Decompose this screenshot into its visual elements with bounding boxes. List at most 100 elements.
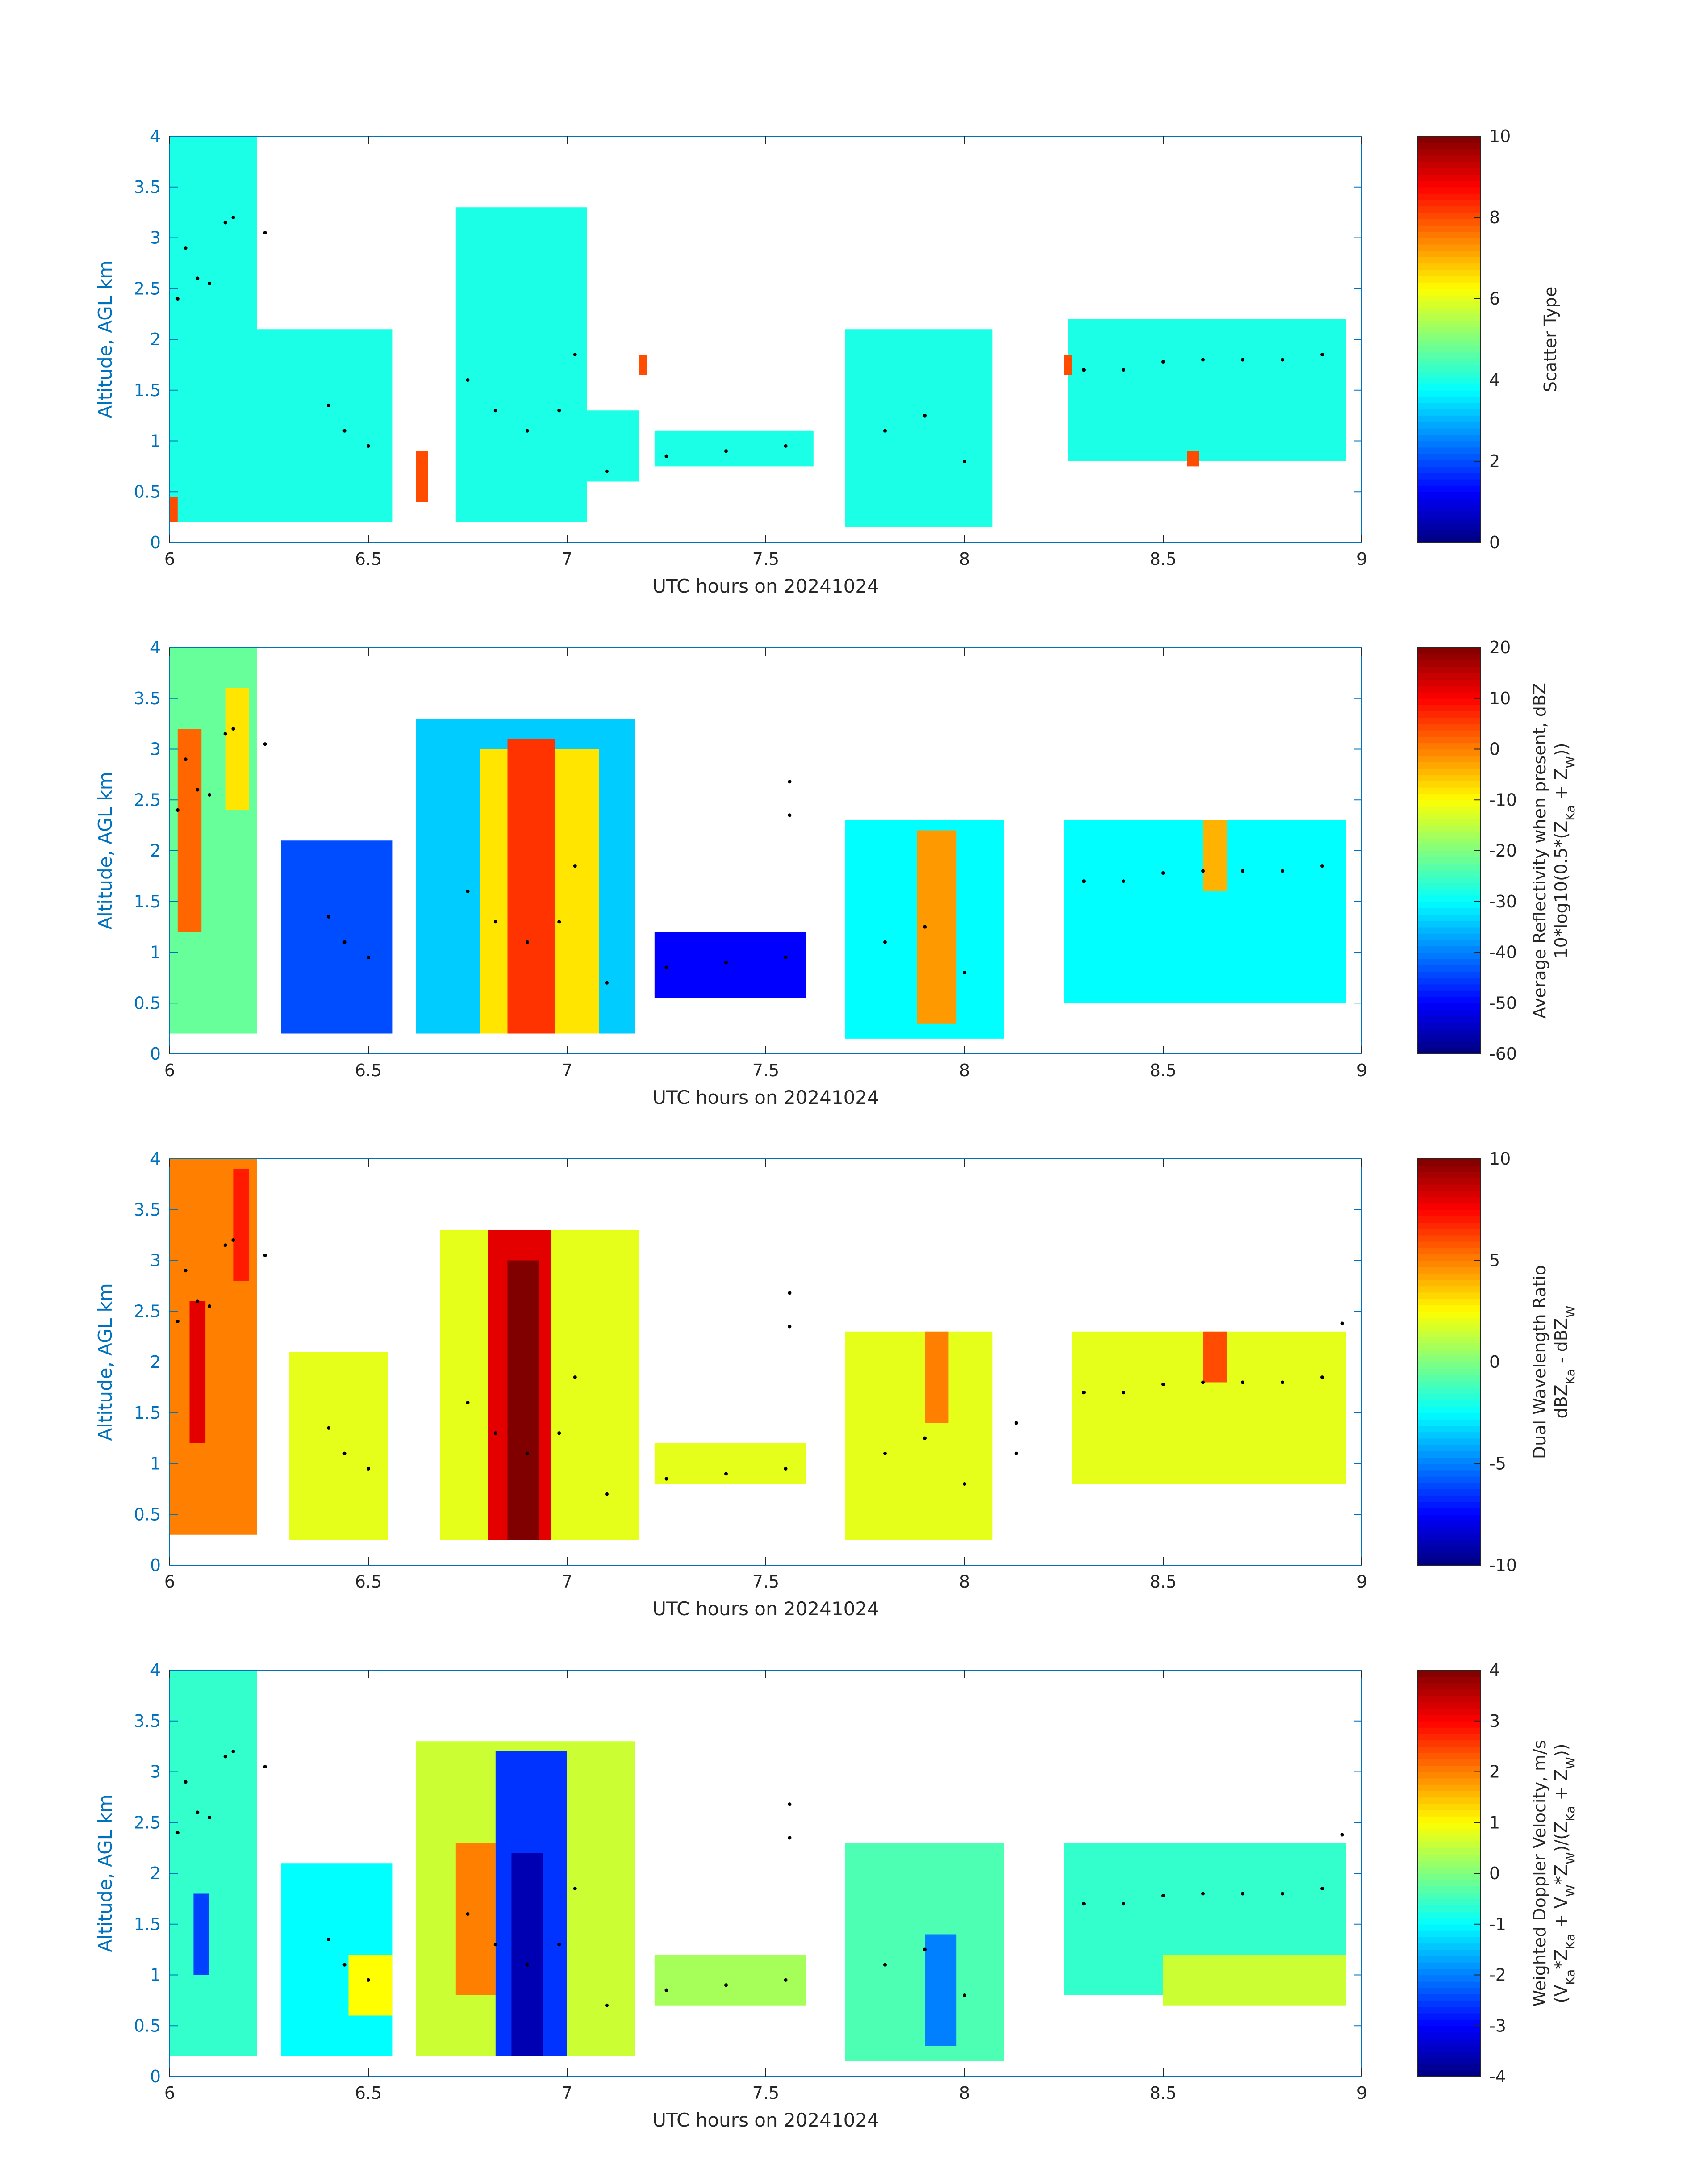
colorbar-segment [1418,1489,1480,1496]
panel-4: 6 6.5 7 7.5 8 8.5 9 0 0.5 1 1.5 2 2.5 3 3.5 4 UTC hours … [94,1660,1578,2131]
heatmap-region-2 [193,1894,209,1975]
colorbar-label: 10*log10(0.5*(ZKa + ZW)) [1551,743,1578,958]
colorbar-segment [1418,505,1480,511]
colorbar-segment [1418,660,1480,667]
colorbar-segment [1418,403,1480,409]
scatter-point [466,890,470,893]
scatter-point [466,1401,470,1404]
colorbar-segment [1418,1496,1480,1502]
y-tick-label: 1.5 [134,1403,161,1423]
colorbar-segment [1418,371,1480,378]
colorbar-segment [1418,428,1480,435]
scatter-point [1320,864,1324,868]
scatter-point [784,956,788,959]
colorbar-label: Weighted Doppler Velocity, m/s [1530,1740,1549,2006]
colorbar-segment [1418,1191,1480,1197]
scatter-point [788,1325,791,1328]
colorbar-label: Average Reflectivity when present, dBZ [1530,683,1549,1019]
colorbar-segment [1418,927,1480,934]
colorbar-segment [1418,1905,1480,1912]
colorbar-tick-label: -3 [1489,2016,1506,2035]
colorbar-segment [1418,762,1480,769]
x-axis-label: UTC hours on 20241024 [652,2109,879,2131]
colorbar-segment [1418,1203,1480,1210]
scatter-point [724,961,728,964]
colorbar-segment [1418,1534,1480,1540]
colorbar-segment [1418,889,1480,895]
scatter-point [724,1983,728,1987]
scatter-point [184,757,188,761]
heatmap-region-13 [1163,1955,1346,2006]
heatmap-region-2 [190,1301,206,1444]
colorbar-segment [1418,1994,1480,2001]
y-tick-label: 1 [150,1965,161,1985]
colorbar-segment [1418,1445,1480,1451]
colorbar-segment [1418,1267,1480,1274]
colorbar-segment [1418,1350,1480,1356]
colorbar-segment [1418,1765,1480,1772]
colorbar-segment [1418,679,1480,686]
x-tick-label: 6.5 [355,2083,382,2103]
colorbar-segment [1418,1873,1480,1880]
x-tick-label: 6 [164,1061,175,1080]
scatter-point [1201,1381,1205,1384]
colorbar-segment [1418,1483,1480,1489]
colorbar-segment [1418,857,1480,864]
x-tick-label: 8 [959,1572,970,1592]
colorbar-segment [1418,219,1480,226]
colorbar-label: Dual Wavelength Ratio [1530,1265,1549,1459]
heatmap-region-11 [925,1935,956,2046]
colorbar-segment [1418,825,1480,832]
colorbar-segment [1418,1254,1480,1261]
scatter-point [665,1477,668,1481]
colorbar-tick-label: -4 [1489,2067,1506,2086]
y-tick-label: 2.5 [134,790,161,810]
scatter-point [1122,879,1125,883]
y-tick-label: 4 [150,1660,161,1680]
scatter-point [224,1243,227,1247]
scatter-point [1281,1892,1284,1896]
colorbar-segment [1418,320,1480,327]
colorbar-segment [1418,1689,1480,1696]
scatter-point [1122,1902,1125,1905]
colorbar-segment [1418,530,1480,537]
colorbar-segment [1418,1413,1480,1420]
y-tick-label: 2.5 [134,1813,161,1832]
colorbar-segment [1418,1311,1480,1318]
heatmap-region-5 [655,431,814,467]
scatter-point [1241,869,1244,873]
colorbar-segment [1418,1854,1480,1861]
colorbar-segment [1418,225,1480,232]
colorbar-segment [1418,231,1480,238]
scatter-point [1341,1833,1344,1837]
colorbar-segment [1418,1016,1480,1023]
colorbar-segment [1418,756,1480,762]
y-tick-label: 3 [150,740,161,759]
scatter-point [1082,1902,1086,1905]
colorbar-segment [1418,1527,1480,1534]
colorbar-tick-label: -40 [1489,943,1517,962]
scatter-point [923,1948,927,1951]
colorbar-segment [1418,1540,1480,1546]
colorbar-segment [1418,485,1480,492]
scatter-point [883,1963,887,1967]
y-tick-label: 2 [150,330,161,349]
scatter-point [1122,1391,1125,1394]
heatmap-region-10 [917,831,956,1024]
colorbar-segment [1418,1918,1480,1925]
scatter-point [367,956,370,959]
colorbar-tick-label: 0 [1489,533,1500,552]
colorbar-segment [1418,1317,1480,1324]
scatter-point [231,216,235,219]
scatter-point [784,444,788,448]
colorbar-segment [1418,1886,1480,1893]
colorbar-segment [1418,1222,1480,1229]
colorbar: 0246810Scatter Type [1418,126,1560,552]
colorbar-segment [1418,1381,1480,1388]
y-tick-label: 0 [150,1555,161,1575]
colorbar-segment [1418,2045,1480,2052]
colorbar-segment [1418,1343,1480,1350]
colorbar-segment [1418,895,1480,902]
colorbar-segment [1418,2032,1480,2039]
colorbar-segment [1418,730,1480,737]
